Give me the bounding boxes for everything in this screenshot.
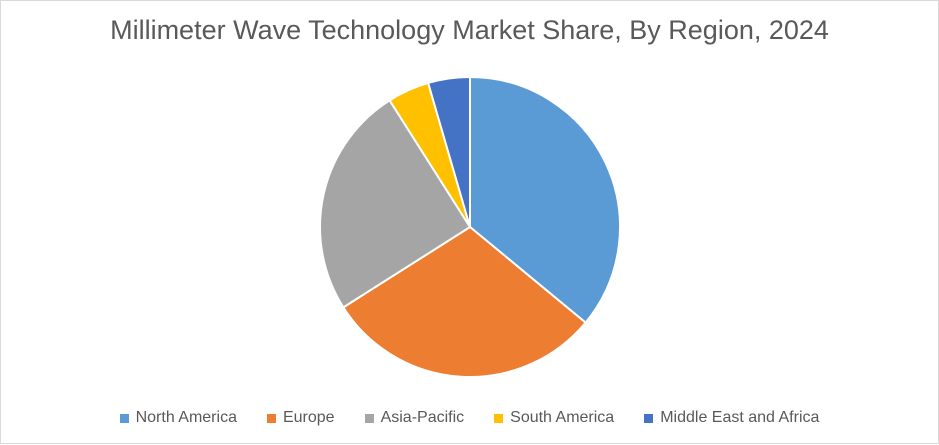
legend-item-north-america: North America [119,409,237,427]
legend-label: Middle East and Africa [660,409,820,426]
legend-swatch [364,413,374,423]
legend-label: South America [510,409,615,426]
legend-swatch [266,413,276,423]
legend-label: Europe [282,409,335,426]
legend-item-south-america: South America [494,409,614,427]
pie-slice-asia-pacific [319,99,471,309]
pie-slice-north-america [469,76,621,324]
legend-item-middle-east-africa: Middle East and Africa [644,409,819,427]
legend-item-europe: Europe [266,409,335,427]
legend-label: North America [135,409,237,426]
pie-slice-middle-east-and-africa [427,76,471,228]
legend-item-asia-pacific: Asia-Pacific [364,409,465,427]
legend-swatch [494,413,504,423]
pie-slice-europe [342,226,587,378]
legend-swatch [644,413,654,423]
chart-legend: North America Europe Asia-Pacific South … [1,409,938,427]
legend-label: Asia-Pacific [380,409,465,426]
chart-title: Millimeter Wave Technology Market Share,… [110,15,829,45]
legend-swatch [119,413,129,423]
